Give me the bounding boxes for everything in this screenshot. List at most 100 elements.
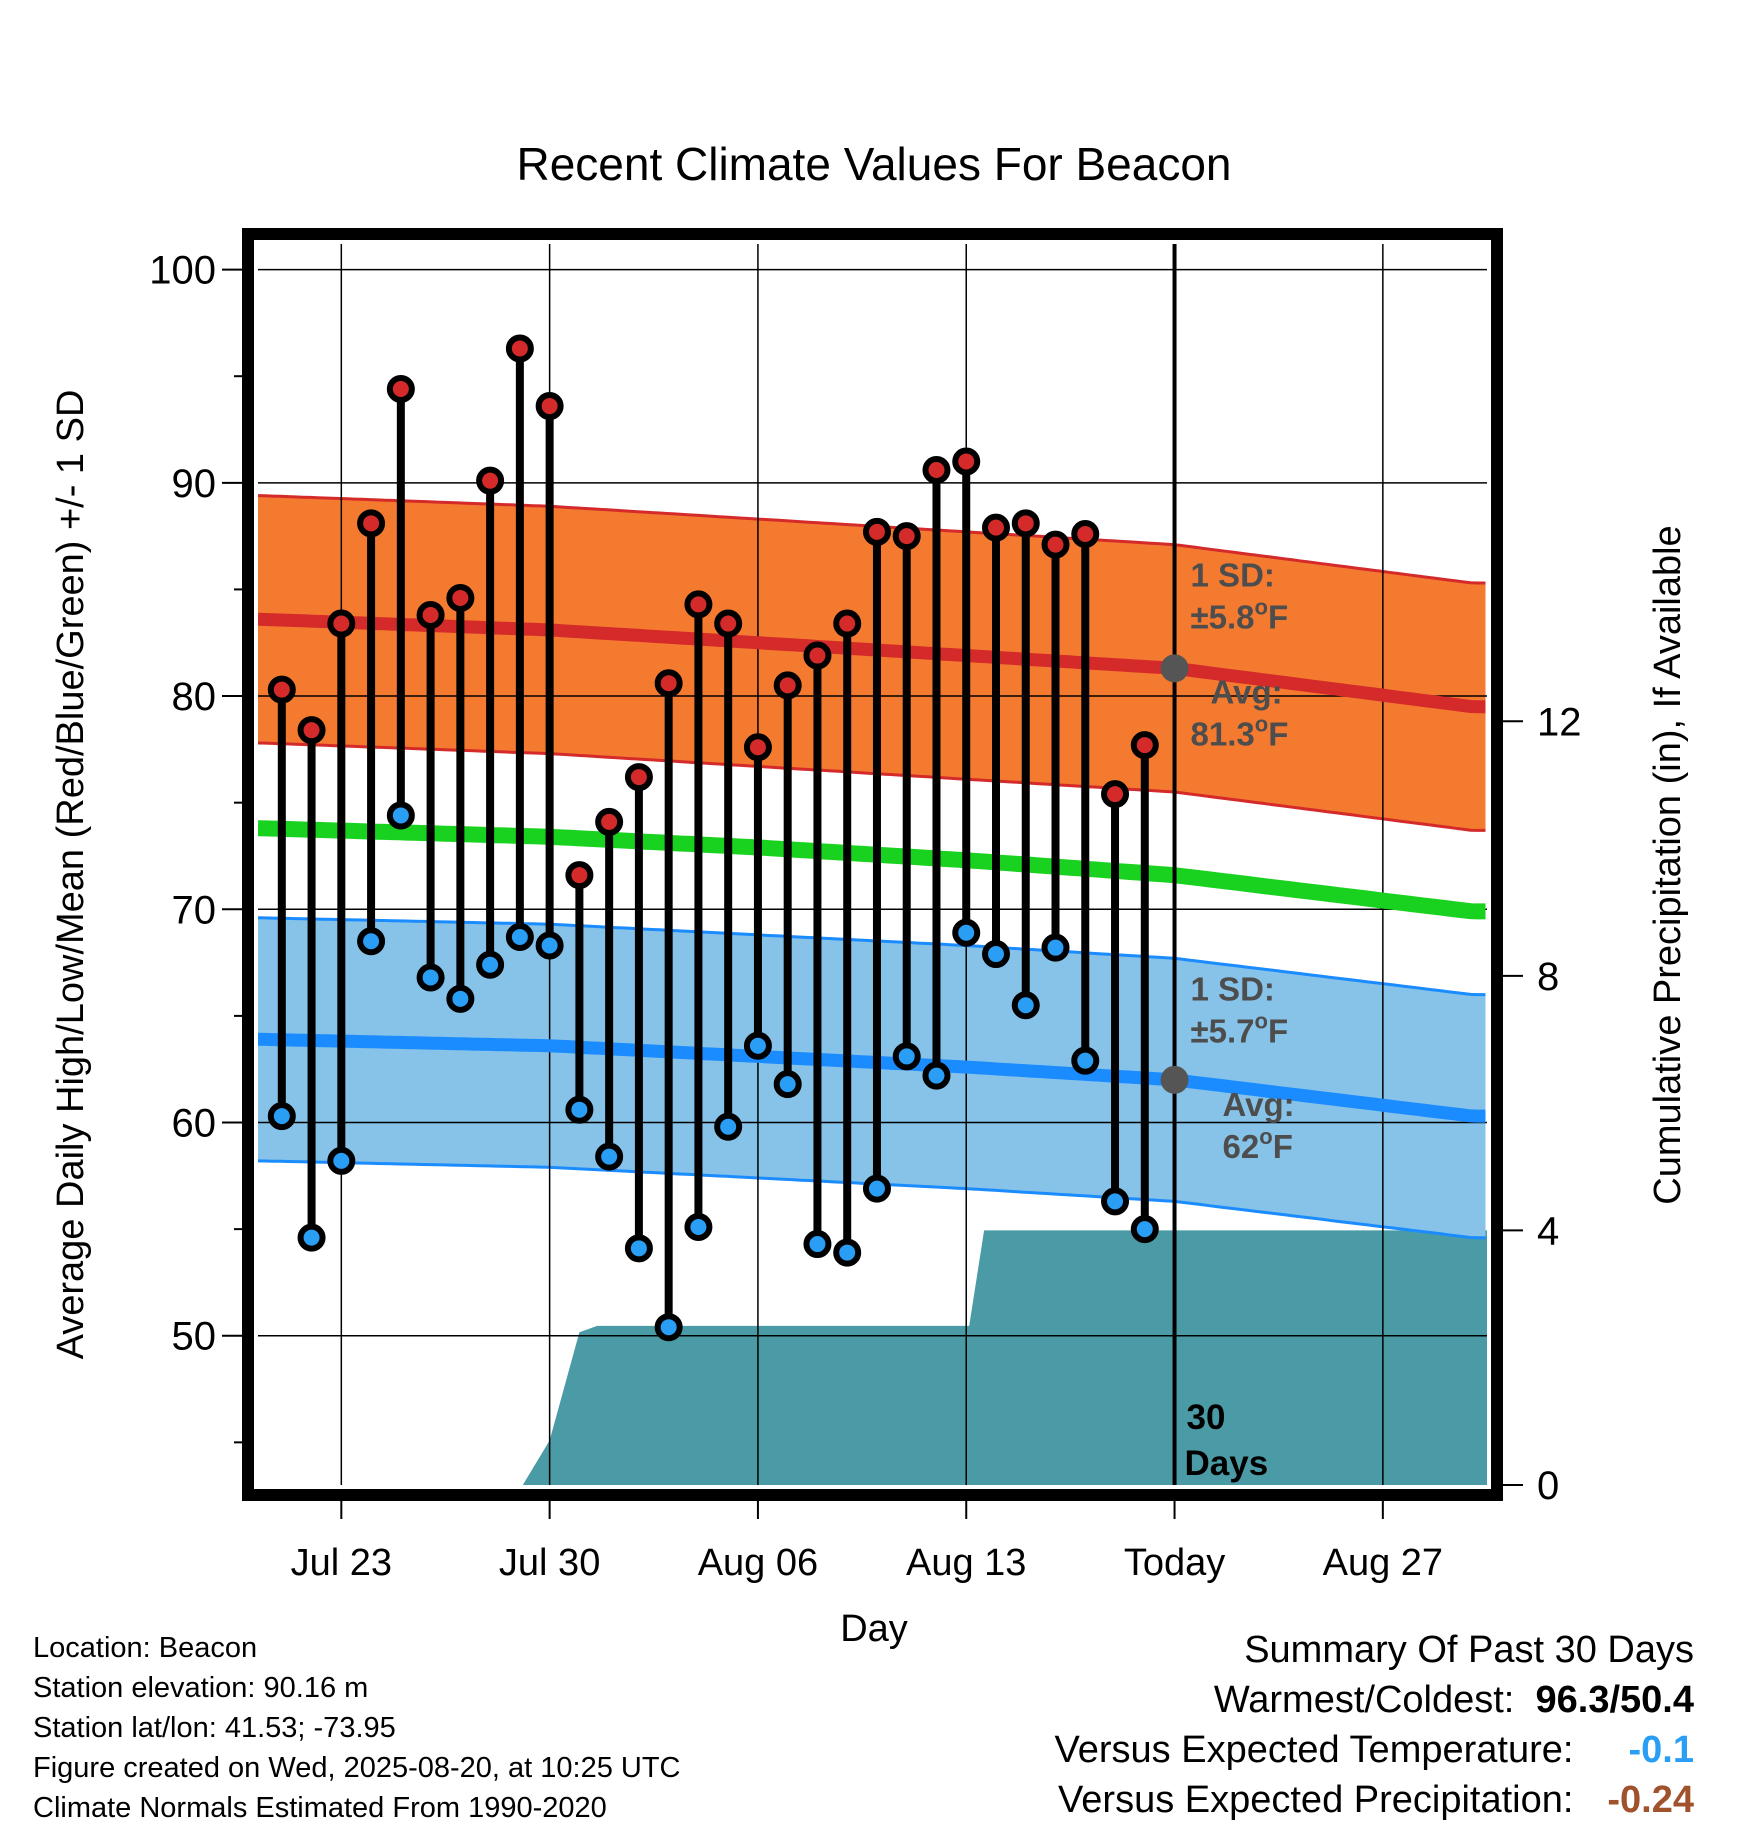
daily-high-marker <box>922 456 951 485</box>
summary-panel: Summary Of Past 30 Days Warmest/Coldest:… <box>1055 1625 1694 1825</box>
daily-high-marker <box>862 517 891 546</box>
x-tick-label: Today <box>1124 1542 1225 1584</box>
daily-low-marker <box>803 1230 832 1259</box>
daily-low-marker <box>1130 1215 1159 1244</box>
daily-high-marker <box>267 675 296 704</box>
daily-high-marker <box>476 466 505 495</box>
daily-low-marker <box>505 922 534 951</box>
station-info: Location: Beacon Station elevation: 90.1… <box>33 1628 681 1828</box>
daily-high-marker <box>1101 780 1130 809</box>
warmest-separator: / <box>1609 1679 1621 1721</box>
normal-mean-line <box>258 820 1486 920</box>
daily-low-marker <box>1101 1187 1130 1216</box>
daily-high-marker <box>743 733 772 762</box>
low-sd-value: ±5.7oF <box>1191 1008 1289 1049</box>
daily-high-marker <box>357 509 386 538</box>
daily-low-marker <box>892 1042 921 1071</box>
precip-departure-row: Versus Expected Precipitation: -0.24 <box>1055 1775 1694 1825</box>
precip-area <box>258 1230 1487 1485</box>
elevation-text: Station elevation: 90.16 m <box>33 1672 369 1704</box>
y2-tick-label: 4 <box>1537 1209 1559 1253</box>
y-tick-label: 70 <box>172 888 217 932</box>
daily-high-marker <box>565 861 594 890</box>
daily-high-marker <box>952 447 981 476</box>
low-sd-band <box>258 917 1486 1238</box>
daily-low-marker <box>654 1313 683 1342</box>
daily-high-marker <box>684 590 713 619</box>
daily-high-marker <box>624 763 653 792</box>
precip-departure-label: Versus Expected Precipitation: <box>1058 1779 1574 1821</box>
warmest-coldest-label: Warmest/Coldest: <box>1213 1679 1515 1721</box>
daily-low-marker <box>1011 991 1040 1020</box>
daily-low-marker <box>833 1238 862 1267</box>
daily-low-marker <box>535 931 564 960</box>
low-avg-label: Avg: <box>1223 1086 1295 1123</box>
warmest-coldest-row: Warmest/Coldest: 96.3/50.4 <box>1055 1675 1694 1725</box>
daily-low-marker <box>297 1223 326 1252</box>
chart-title: Recent Climate Values For Beacon <box>516 138 1231 190</box>
daily-low-marker <box>743 1031 772 1060</box>
normal-low-line <box>258 1032 1486 1123</box>
daily-low-marker <box>327 1146 356 1175</box>
daily-low-marker <box>952 918 981 947</box>
daily-high-marker <box>1041 530 1070 559</box>
daily-high-marker <box>803 641 832 670</box>
temp-departure-value: -0.1 <box>1628 1729 1694 1771</box>
location-text: Location: Beacon <box>33 1632 258 1664</box>
created-text: Figure created on Wed, 2025-08-20, at 10… <box>33 1752 681 1784</box>
daily-high-marker <box>1011 509 1040 538</box>
daily-high-marker <box>1071 519 1100 548</box>
daily-high-marker <box>1130 731 1159 760</box>
today-low-marker <box>1160 1065 1189 1094</box>
y-tick-label: 50 <box>172 1315 217 1359</box>
daily-low-marker <box>624 1234 653 1263</box>
plot-frame <box>242 228 1503 1501</box>
daily-low-marker <box>1041 933 1070 962</box>
daily-high-marker <box>446 583 475 612</box>
daily-low-marker <box>981 940 1010 969</box>
plot-area <box>258 244 1487 1485</box>
daily-high-marker <box>416 601 445 630</box>
x-tick-label: Jul 30 <box>499 1542 600 1584</box>
daily-high-marker <box>714 609 743 638</box>
daily-low-marker <box>595 1142 624 1171</box>
y-tick-label: 100 <box>149 249 216 293</box>
high-sd-value: ±5.8oF <box>1191 595 1289 636</box>
x-tick-label: Jul 23 <box>291 1542 392 1584</box>
coldest-value: 50.4 <box>1620 1679 1694 1721</box>
daily-low-marker <box>714 1112 743 1141</box>
high-avg-value: 81.3oF <box>1191 711 1289 752</box>
y-tick-label: 60 <box>172 1102 217 1146</box>
daily-low-marker <box>1071 1046 1100 1075</box>
y-tick-label: 90 <box>172 462 217 506</box>
precip-departure-value: -0.24 <box>1607 1779 1694 1821</box>
daily-high-marker <box>654 669 683 698</box>
daily-high-marker <box>833 609 862 638</box>
high-avg-label: Avg: <box>1211 673 1283 710</box>
daily-low-marker <box>267 1102 296 1131</box>
daily-low-marker <box>386 801 415 830</box>
summary-title: Summary Of Past 30 Days <box>1244 1629 1694 1671</box>
daily-low-marker <box>684 1212 713 1241</box>
daily-high-marker <box>327 609 356 638</box>
daily-low-marker <box>357 927 386 956</box>
daily-high-marker <box>386 374 415 403</box>
high-sd-band <box>258 495 1486 831</box>
today-high-marker <box>1160 654 1189 683</box>
daily-low-marker <box>565 1095 594 1124</box>
y2-axis-title: Cumulative Precipitation (in), If Availa… <box>1647 525 1689 1204</box>
daily-high-marker <box>773 671 802 700</box>
latlon-text: Station lat/lon: 41.53; -73.95 <box>33 1712 396 1744</box>
daily-high-marker <box>981 513 1010 542</box>
daily-low-marker <box>446 984 475 1013</box>
x-axis-title: Day <box>840 1608 908 1650</box>
temp-departure-row: Versus Expected Temperature: -0.1 <box>1055 1725 1694 1775</box>
y-tick-label: 80 <box>172 675 217 719</box>
warmest-value: 96.3 <box>1535 1679 1610 1721</box>
x-tick-label: Aug 13 <box>906 1542 1026 1584</box>
temp-departure-label: Versus Expected Temperature: <box>1054 1729 1574 1771</box>
daily-high-marker <box>595 807 624 836</box>
daily-high-marker <box>892 522 921 551</box>
normals-text: Climate Normals Estimated From 1990-2020 <box>33 1792 607 1824</box>
